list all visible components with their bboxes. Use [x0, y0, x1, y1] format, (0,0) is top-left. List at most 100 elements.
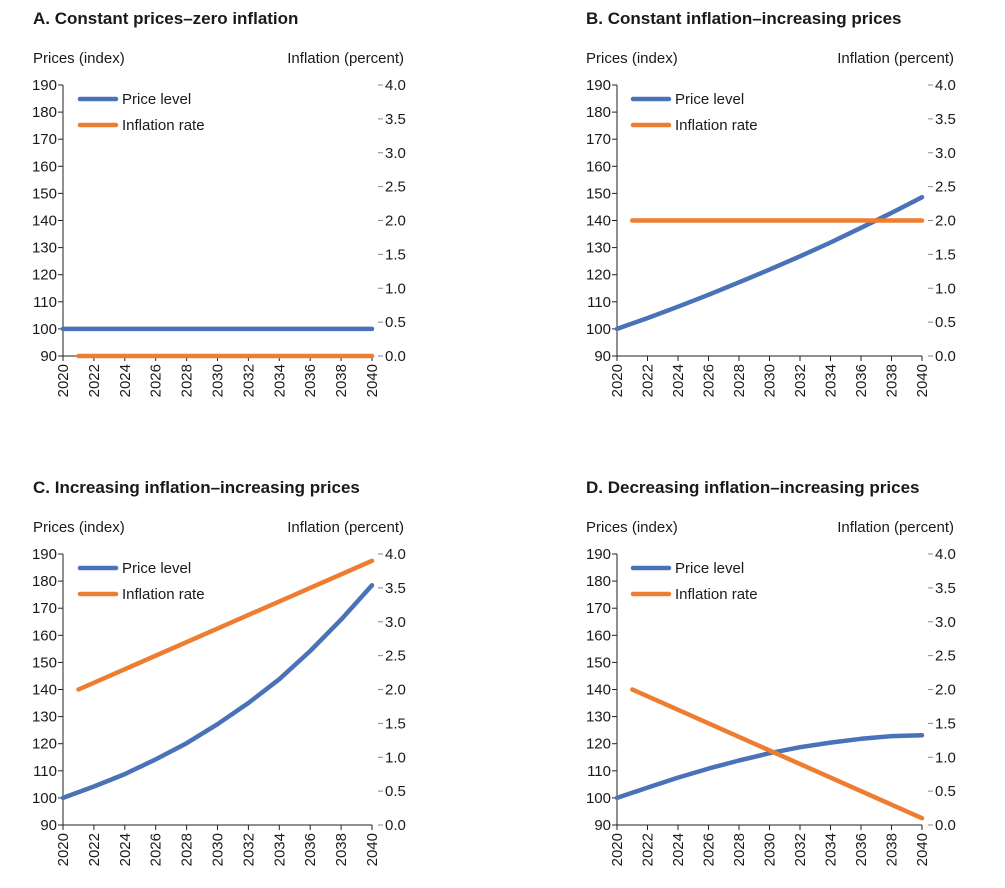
- left-tick-label: 110: [587, 294, 611, 311]
- right-tick-label: 0.5: [385, 783, 406, 800]
- left-tick-label: 190: [32, 77, 57, 94]
- x-tick-label: 2030: [762, 833, 779, 866]
- right-tick-label: 1.5: [385, 246, 406, 263]
- right-tick-label: 2.5: [935, 648, 956, 665]
- left-tick-label: 90: [594, 817, 611, 834]
- x-tick-label: 2022: [640, 364, 657, 397]
- right-tick-label: 2.0: [935, 682, 956, 699]
- left-tick-label: 120: [32, 736, 57, 753]
- right-tick-label: 2.0: [385, 682, 406, 699]
- left-tick-label: 100: [586, 321, 611, 338]
- left-tick-label: 120: [32, 267, 57, 284]
- x-tick-label: 2022: [86, 364, 103, 397]
- left-tick-label: 130: [586, 240, 611, 257]
- x-tick-label: 2020: [609, 833, 626, 866]
- left-tick-label: 170: [32, 131, 57, 148]
- left-tick-label: 120: [586, 736, 611, 753]
- left-tick-label: 140: [586, 682, 611, 699]
- x-tick-label: 2026: [148, 364, 165, 397]
- x-tick-label: 2024: [670, 833, 687, 866]
- x-tick-label: 2036: [302, 364, 319, 397]
- right-tick-label: 1.5: [935, 715, 956, 732]
- x-tick-label: 2040: [364, 833, 381, 866]
- left-tick-label: 150: [586, 654, 611, 671]
- x-tick-label: 2024: [117, 833, 134, 866]
- legend-label-inflation: Inflation rate: [122, 117, 205, 134]
- right-tick-label: 2.5: [385, 648, 406, 665]
- left-tick-label: 190: [586, 546, 611, 563]
- right-tick-label: 0.5: [935, 783, 956, 800]
- x-tick-label: 2036: [302, 833, 319, 866]
- left-axis-label: Prices (index): [586, 50, 678, 67]
- x-tick-label: 2022: [86, 833, 103, 866]
- panel-b: B. Constant inflation–increasing prices P…: [586, 9, 956, 397]
- right-tick-label: 0.0: [935, 817, 956, 834]
- right-tick-label: 1.0: [935, 749, 956, 766]
- x-tick-label: 2040: [364, 364, 381, 397]
- x-tick-label: 2028: [731, 364, 748, 397]
- left-tick-label: 110: [33, 294, 57, 311]
- left-tick-label: 150: [32, 654, 57, 671]
- left-tick-label: 150: [32, 185, 57, 202]
- left-tick-label: 190: [32, 546, 57, 563]
- x-tick-label: 2028: [179, 364, 196, 397]
- panel-title: B. Constant inflation–increasing prices: [586, 9, 902, 28]
- x-tick-label: 2036: [853, 833, 870, 866]
- x-tick-label: 2026: [148, 833, 165, 866]
- right-tick-label: 4.0: [935, 77, 956, 94]
- x-tick-label: 2036: [853, 364, 870, 397]
- price-level-line: [614, 194, 925, 332]
- panel-c: C. Increasing inflation–increasing price…: [32, 478, 406, 866]
- left-tick-label: 170: [586, 131, 611, 148]
- x-tick-label: 2038: [884, 833, 901, 866]
- right-tick-label: 3.0: [385, 614, 406, 631]
- left-tick-label: 170: [32, 600, 57, 617]
- legend-label-inflation: Inflation rate: [675, 117, 758, 134]
- x-tick-label: 2026: [701, 364, 718, 397]
- right-tick-label: 3.5: [935, 580, 956, 597]
- left-tick-label: 190: [586, 77, 611, 94]
- right-tick-label: 3.0: [935, 614, 956, 631]
- right-tick-label: 3.5: [385, 111, 406, 128]
- x-tick-label: 2034: [823, 833, 840, 866]
- x-tick-label: 2028: [179, 833, 196, 866]
- inflation-rate-line: [76, 558, 375, 692]
- right-tick-label: 0.0: [385, 817, 406, 834]
- right-tick-label: 0.0: [385, 348, 406, 365]
- right-axis-label: Inflation (percent): [837, 50, 954, 67]
- x-tick-label: 2032: [240, 364, 257, 397]
- right-tick-label: 3.5: [385, 580, 406, 597]
- right-axis-label: Inflation (percent): [837, 519, 954, 536]
- x-tick-label: 2038: [333, 833, 350, 866]
- left-tick-label: 160: [32, 627, 57, 644]
- x-tick-label: 2024: [670, 364, 687, 397]
- right-tick-label: 1.5: [385, 715, 406, 732]
- legend-label-price: Price level: [122, 560, 191, 577]
- panel-d: D. Decreasing inflation–increasing price…: [586, 478, 956, 866]
- left-tick-label: 130: [32, 709, 57, 726]
- right-tick-label: 4.0: [935, 546, 956, 563]
- x-tick-label: 2030: [762, 364, 779, 397]
- x-tick-label: 2020: [55, 364, 72, 397]
- price-level-line: [60, 582, 375, 801]
- left-tick-label: 90: [40, 348, 57, 365]
- panel-title: D. Decreasing inflation–increasing price…: [586, 478, 920, 497]
- panel-title: C. Increasing inflation–increasing price…: [33, 478, 360, 497]
- left-tick-label: 90: [40, 817, 57, 834]
- x-tick-label: 2030: [210, 364, 227, 397]
- right-tick-label: 1.5: [935, 246, 956, 263]
- x-tick-label: 2020: [609, 364, 626, 397]
- legend-label-inflation: Inflation rate: [122, 586, 205, 603]
- left-tick-label: 110: [587, 763, 611, 780]
- left-tick-label: 180: [32, 104, 57, 121]
- right-tick-label: 2.0: [935, 213, 956, 230]
- left-tick-label: 120: [586, 267, 611, 284]
- left-tick-label: 180: [586, 573, 611, 590]
- left-tick-label: 140: [32, 682, 57, 699]
- right-tick-label: 2.0: [385, 213, 406, 230]
- left-tick-label: 160: [586, 158, 611, 175]
- right-axis-label: Inflation (percent): [287, 519, 404, 536]
- x-tick-label: 2032: [792, 833, 809, 866]
- x-tick-label: 2032: [792, 364, 809, 397]
